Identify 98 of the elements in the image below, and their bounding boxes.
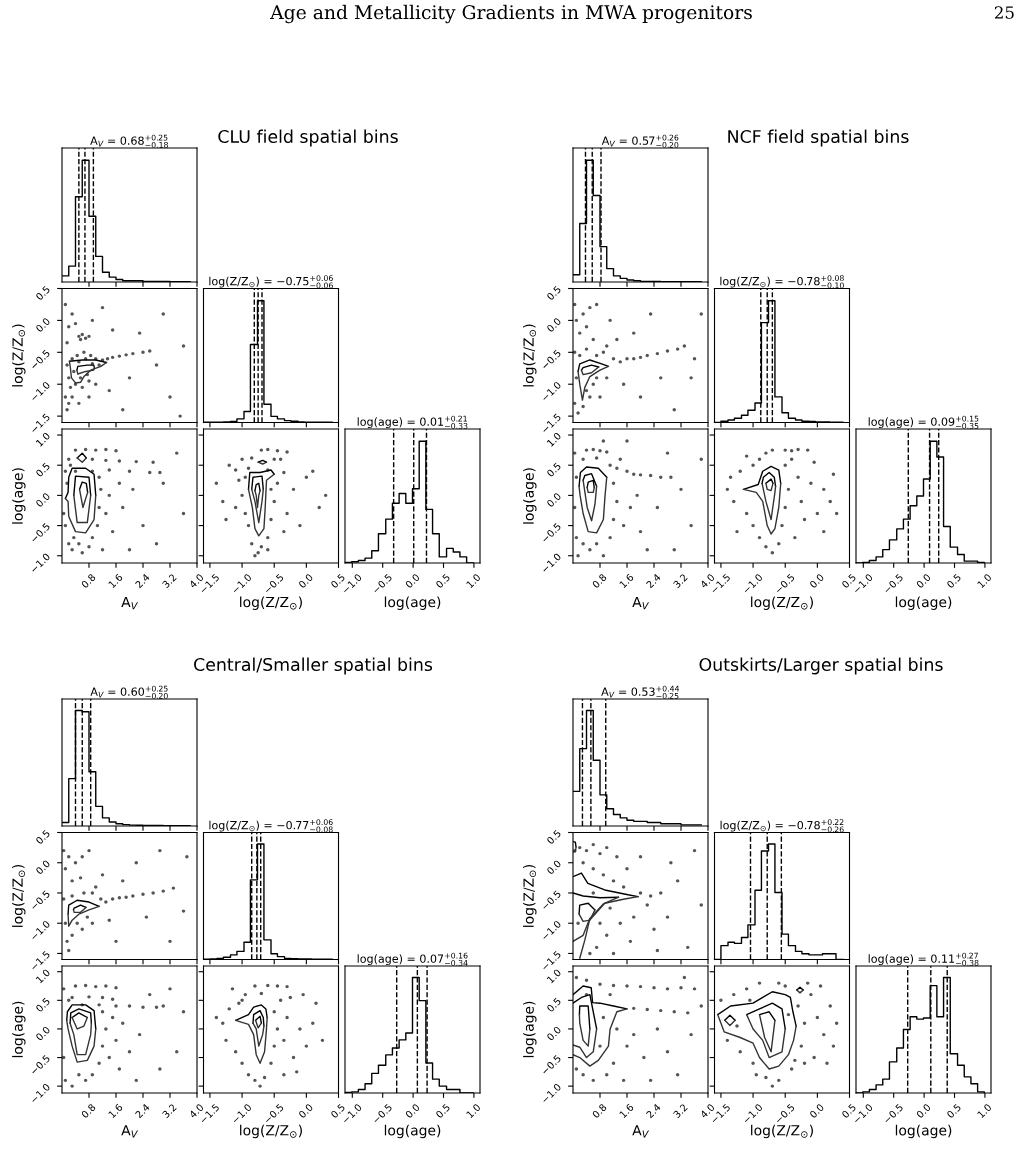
y-axis-title: log(age) xyxy=(523,1001,537,1058)
y-tick-label: 1.0 xyxy=(546,431,562,447)
x-tick-label: 4.0 xyxy=(188,573,204,589)
x-axis-title: A$_{V}$ xyxy=(121,1125,139,1138)
x-tick-label: 0.5 xyxy=(435,573,451,589)
chart-title: log(Z/Z$_{⊙}$) = −0.78$^{+0.22}$$_{−0.26}$ xyxy=(720,819,844,833)
x-tick-label: 1.6 xyxy=(619,573,635,589)
x-axis-title: A$_{V}$ xyxy=(632,1125,650,1138)
text: CLU field spatial bins xyxy=(218,129,398,147)
x-axis-title: log(age) xyxy=(895,596,952,610)
y-tick-label: 0.5 xyxy=(546,997,562,1013)
chart-title: log(age) = 0.01$^{+0.21}$$_{−0.33}$ xyxy=(357,415,468,429)
chart-title: A$_{V}$ = 0.68$^{+0.25}$$_{−0.18}$ xyxy=(90,134,168,148)
chart-title: log(Z/Z$_{⊙}$) = −0.75$^{+0.06}$$_{−0.06}$ xyxy=(209,275,333,289)
x-tick-label: 0.8 xyxy=(591,1103,607,1119)
text: 25 xyxy=(994,6,1014,19)
x-tick-label: 3.2 xyxy=(161,1103,177,1119)
text: NCF field spatial bins xyxy=(728,129,909,147)
y-axis-title: log(Z/Z$_{⊙}$) xyxy=(12,865,26,927)
x-tick-label: 3.2 xyxy=(161,573,177,589)
x-tick-label: 3.2 xyxy=(672,1103,688,1119)
chart-title: A$_{V}$ = 0.53$^{+0.44}$$_{−0.25}$ xyxy=(601,685,680,699)
x-axis-title: A$_{V}$ xyxy=(121,596,139,610)
x-axis-title: log(Z/Z$_{⊙}$) xyxy=(240,1124,302,1139)
x-axis-title: A$_{V}$ xyxy=(632,596,650,610)
x-tick-label: 0.8 xyxy=(80,573,96,589)
chart-title: log(Z/Z$_{⊙}$) = −0.78$^{+0.08}$$_{−0.10}$ xyxy=(720,275,844,289)
x-tick-label: 0.5 xyxy=(946,1103,962,1119)
x-tick-label: 0.5 xyxy=(841,1103,857,1119)
x-tick-label: 1.6 xyxy=(619,1103,635,1119)
x-tick-label: 2.4 xyxy=(134,573,150,589)
x-tick-label: 0.0 xyxy=(298,573,314,589)
y-tick-label: 0.0 xyxy=(35,1025,51,1042)
x-tick-label: 1.0 xyxy=(466,1103,481,1119)
x-tick-label: 2.4 xyxy=(645,1103,661,1119)
y-tick-label: 0.0 xyxy=(35,317,51,333)
x-tick-label: 0.0 xyxy=(915,1103,932,1119)
y-axis-title: log(age) xyxy=(523,468,537,524)
x-tick-label: 3.2 xyxy=(672,573,688,589)
x-axis-title: log(age) xyxy=(384,596,441,610)
y-tick-label: 0.0 xyxy=(546,1025,562,1042)
x-tick-label: 0.0 xyxy=(404,573,421,589)
x-tick-label: 0.5 xyxy=(435,1103,451,1119)
text: Central/Smaller spatial bins xyxy=(194,657,433,675)
y-axis-title: log(Z/Z$_{⊙}$) xyxy=(12,324,26,387)
y-tick-label: 1.0 xyxy=(35,431,51,447)
x-tick-label: 1.0 xyxy=(977,573,992,589)
x-tick-label: 0.0 xyxy=(298,1103,314,1119)
x-tick-label: 2.4 xyxy=(645,573,661,589)
y-tick-label: 0.5 xyxy=(35,829,51,845)
x-tick-label: 0.0 xyxy=(915,573,932,589)
y-tick-label: 0.5 xyxy=(546,462,562,478)
chart-title: A$_{V}$ = 0.57$^{+0.26}$$_{−0.20}$ xyxy=(601,134,679,148)
x-tick-label: 0.0 xyxy=(809,1103,825,1119)
y-tick-label: 1.0 xyxy=(546,968,562,984)
y-axis-title: log(age) xyxy=(12,1001,26,1058)
x-tick-label: 1.0 xyxy=(466,573,481,589)
x-axis-title: log(Z/Z$_{⊙}$) xyxy=(751,1124,813,1139)
x-tick-label: 2.4 xyxy=(134,1103,150,1119)
y-tick-label: 0.0 xyxy=(546,317,562,333)
y-tick-label: 0.5 xyxy=(546,829,562,845)
x-axis-title: log(Z/Z$_{⊙}$) xyxy=(240,596,302,610)
chart-title: log(age) = 0.09$^{+0.15}$$_{−0.35}$ xyxy=(868,415,979,429)
x-tick-label: 1.6 xyxy=(108,1103,124,1119)
x-tick-label: 0.5 xyxy=(330,1103,346,1119)
x-axis-title: log(age) xyxy=(895,1124,952,1139)
y-tick-label: 0.0 xyxy=(35,492,51,508)
chart-title: A$_{V}$ = 0.60$^{+0.25}$$_{−0.20}$ xyxy=(90,685,168,699)
y-tick-label: 0.5 xyxy=(546,285,562,301)
y-tick-label: 0.5 xyxy=(35,997,51,1013)
y-tick-label: 0.0 xyxy=(546,859,562,875)
x-axis-title: log(age) xyxy=(384,1124,441,1139)
x-tick-label: 0.0 xyxy=(809,573,825,589)
x-axis-title: log(Z/Z$_{⊙}$) xyxy=(751,596,813,610)
y-axis-title: log(age) xyxy=(12,468,26,524)
y-tick-label: 0.5 xyxy=(35,285,51,301)
y-tick-label: 0.0 xyxy=(35,859,51,875)
y-axis-title: log(Z/Z$_{⊙}$) xyxy=(523,324,537,387)
y-tick-label: 0.0 xyxy=(546,492,562,508)
chart-title: log(age) = 0.07$^{+0.16}$$_{−0.34}$ xyxy=(357,952,468,966)
x-tick-label: 0.8 xyxy=(591,573,607,589)
x-tick-label: 0.5 xyxy=(330,573,346,589)
chart-title: log(Z/Z$_{⊙}$) = −0.77$^{+0.06}$$_{−0.08}$ xyxy=(209,819,333,833)
x-tick-label: 4.0 xyxy=(699,1103,715,1119)
chart-title: log(age) = 0.11$^{+0.27}$$_{−0.38}$ xyxy=(868,952,979,966)
y-tick-label: 0.5 xyxy=(35,462,51,478)
x-tick-label: 4.0 xyxy=(699,573,715,589)
x-tick-label: 1.6 xyxy=(108,573,124,589)
x-tick-label: 1.0 xyxy=(977,1103,992,1119)
x-tick-label: 0.5 xyxy=(946,573,962,589)
text: Outskirts/Larger spatial bins xyxy=(699,657,943,675)
y-tick-label: 1.0 xyxy=(35,968,51,984)
x-tick-label: 0.0 xyxy=(404,1103,421,1119)
y-axis-title: log(Z/Z$_{⊙}$) xyxy=(523,865,537,927)
x-tick-label: 4.0 xyxy=(188,1103,204,1119)
text: Age and Metallicity Gradients in MWA progenitors xyxy=(270,4,752,24)
x-tick-label: 0.5 xyxy=(841,573,857,589)
x-tick-label: 0.8 xyxy=(80,1103,96,1119)
